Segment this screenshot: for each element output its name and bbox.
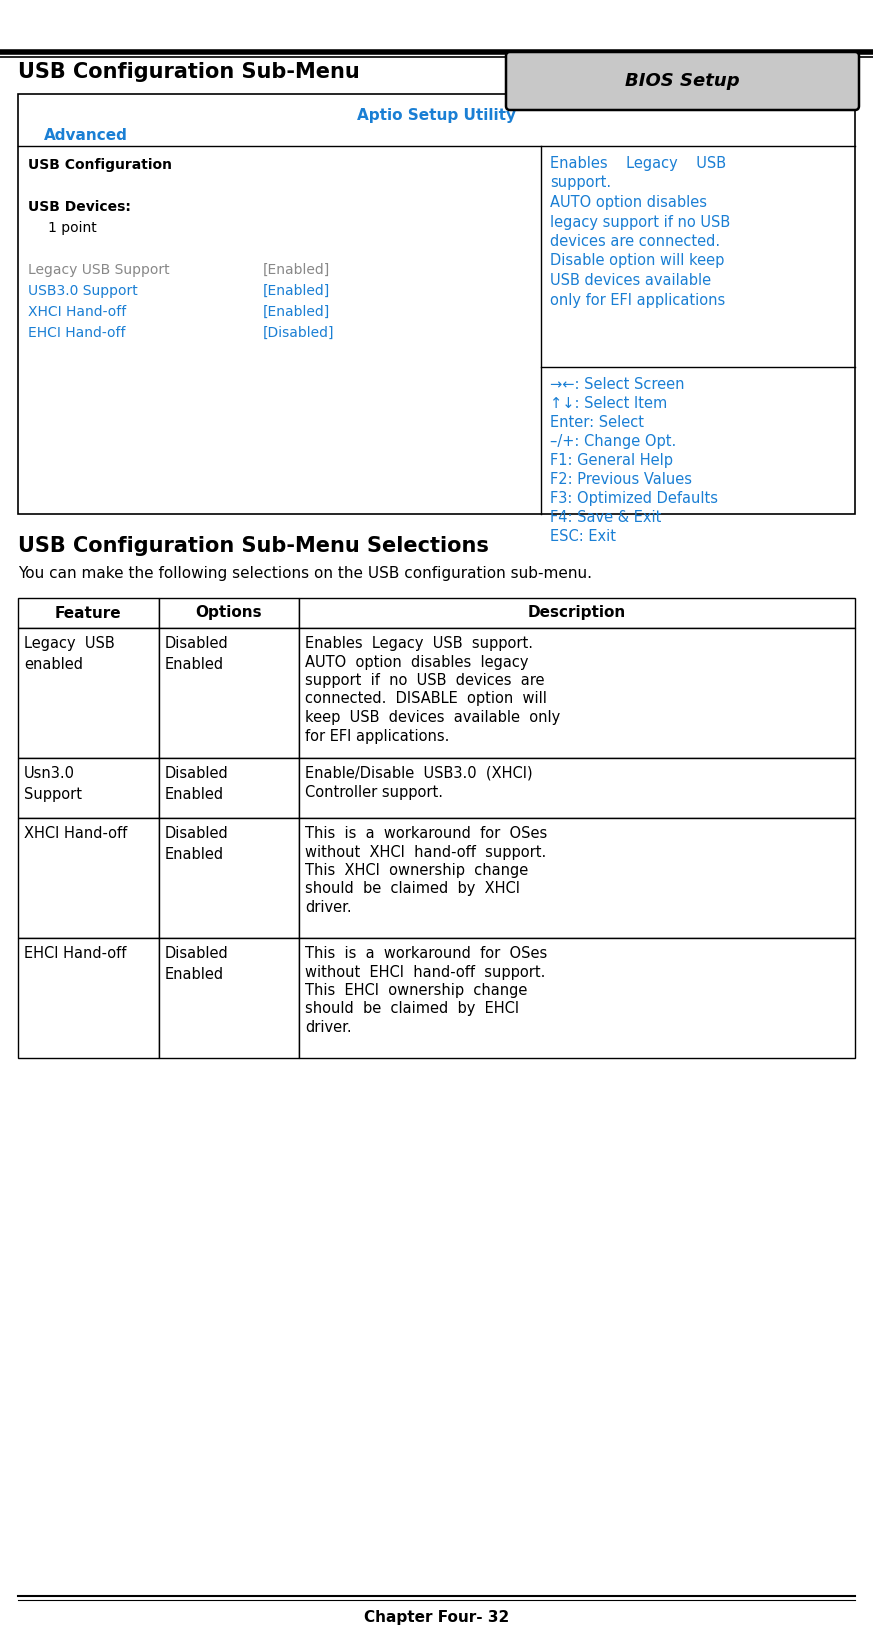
Text: XHCI Hand-off: XHCI Hand-off [24, 826, 127, 840]
Text: USB Devices:: USB Devices: [28, 200, 131, 215]
Text: driver.: driver. [306, 1020, 352, 1035]
Text: Legacy USB Support: Legacy USB Support [28, 264, 169, 277]
Text: should  be  claimed  by  XHCI: should be claimed by XHCI [306, 881, 520, 896]
Text: Enter: Select: Enter: Select [550, 414, 644, 429]
Bar [299, 627, 855, 758]
Text: This  XHCI  ownership  change: This XHCI ownership change [306, 863, 528, 878]
Text: →←: Select Screen: →←: Select Screen [550, 377, 684, 391]
Text: devices are connected.: devices are connected. [550, 234, 720, 249]
Bar [18, 758, 159, 817]
Text: connected.  DISABLE  option  will: connected. DISABLE option will [306, 691, 547, 706]
Text: AUTO option disables: AUTO option disables [550, 195, 707, 210]
Bar [159, 627, 299, 758]
Text: support.: support. [550, 175, 611, 190]
Text: keep  USB  devices  available  only: keep USB devices available only [306, 709, 560, 726]
Text: Controller support.: Controller support. [306, 785, 443, 799]
Text: AUTO  option  disables  legacy: AUTO option disables legacy [306, 655, 529, 670]
Bar [159, 598, 299, 627]
Text: –/+: Change Opt.: –/+: Change Opt. [550, 434, 677, 449]
Text: Disabled
Enabled: Disabled Enabled [165, 767, 229, 803]
Text: ESC: Exit: ESC: Exit [550, 529, 616, 544]
Text: Disabled
Enabled: Disabled Enabled [165, 826, 229, 862]
Text: 1 point: 1 point [48, 221, 97, 234]
Bar [159, 758, 299, 817]
Text: for EFI applications.: for EFI applications. [306, 729, 450, 744]
Text: [Enabled]: [Enabled] [263, 264, 330, 277]
Text: EHCI Hand-off: EHCI Hand-off [28, 326, 126, 341]
Bar [18, 939, 159, 1058]
Text: only for EFI applications: only for EFI applications [550, 293, 725, 308]
Text: Disabled
Enabled: Disabled Enabled [165, 947, 229, 983]
Text: ↑↓: Select Item: ↑↓: Select Item [550, 396, 667, 411]
Text: EHCI Hand-off: EHCI Hand-off [24, 947, 127, 962]
Text: Enables    Legacy    USB: Enables Legacy USB [550, 156, 726, 170]
Text: support  if  no  USB  devices  are: support if no USB devices are [306, 673, 545, 688]
Text: Disabled
Enabled: Disabled Enabled [165, 636, 229, 672]
Text: Disable option will keep: Disable option will keep [550, 254, 725, 269]
Text: without  XHCI  hand-off  support.: without XHCI hand-off support. [306, 845, 546, 860]
Text: USB Configuration: USB Configuration [28, 157, 172, 172]
Text: F4: Save & Exit: F4: Save & Exit [550, 509, 662, 524]
Text: Usn3.0
Support: Usn3.0 Support [24, 767, 82, 803]
Text: F3: Optimized Defaults: F3: Optimized Defaults [550, 491, 718, 506]
Text: Aptio Setup Utility: Aptio Setup Utility [357, 108, 516, 123]
Bar [299, 817, 855, 939]
Bar [18, 598, 159, 627]
Bar [299, 939, 855, 1058]
Text: should  be  claimed  by  EHCI: should be claimed by EHCI [306, 1001, 519, 1017]
Text: You can make the following selections on the USB configuration sub-menu.: You can make the following selections on… [18, 567, 592, 581]
Text: USB Configuration Sub-Menu Selections: USB Configuration Sub-Menu Selections [18, 536, 489, 555]
Text: [Enabled]: [Enabled] [263, 305, 330, 319]
Text: Chapter Four- 32: Chapter Four- 32 [364, 1610, 509, 1625]
Text: [Disabled]: [Disabled] [263, 326, 334, 341]
Text: driver.: driver. [306, 899, 352, 916]
Text: Feature: Feature [55, 606, 121, 621]
Bar [18, 817, 159, 939]
Bar [18, 627, 159, 758]
Text: USB devices available: USB devices available [550, 274, 711, 288]
Text: legacy support if no USB: legacy support if no USB [550, 215, 731, 229]
Text: This  is  a  workaround  for  OSes: This is a workaround for OSes [306, 826, 547, 840]
FancyBboxPatch shape [506, 52, 859, 110]
Bar [159, 817, 299, 939]
Text: Options: Options [196, 606, 262, 621]
Text: F2: Previous Values: F2: Previous Values [550, 472, 692, 486]
Text: F1: General Help: F1: General Help [550, 452, 673, 468]
Bar [299, 598, 855, 627]
Bar [159, 939, 299, 1058]
Text: BIOS Setup: BIOS Setup [625, 72, 739, 90]
Text: Description: Description [528, 606, 626, 621]
Text: Advanced: Advanced [44, 128, 128, 143]
Text: [Enabled]: [Enabled] [263, 283, 330, 298]
Text: without  EHCI  hand-off  support.: without EHCI hand-off support. [306, 965, 546, 980]
Text: XHCI Hand-off: XHCI Hand-off [28, 305, 127, 319]
Text: Enable/Disable  USB3.0  (XHCI): Enable/Disable USB3.0 (XHCI) [306, 767, 533, 781]
Text: Enables  Legacy  USB  support.: Enables Legacy USB support. [306, 636, 533, 650]
Text: USB Configuration Sub-Menu: USB Configuration Sub-Menu [18, 62, 360, 82]
Text: This  EHCI  ownership  change: This EHCI ownership change [306, 983, 527, 998]
Bar [18, 93, 855, 514]
Text: USB3.0 Support: USB3.0 Support [28, 283, 138, 298]
Bar [299, 758, 855, 817]
Text: This  is  a  workaround  for  OSes: This is a workaround for OSes [306, 947, 547, 962]
Text: Legacy  USB
enabled: Legacy USB enabled [24, 636, 114, 672]
